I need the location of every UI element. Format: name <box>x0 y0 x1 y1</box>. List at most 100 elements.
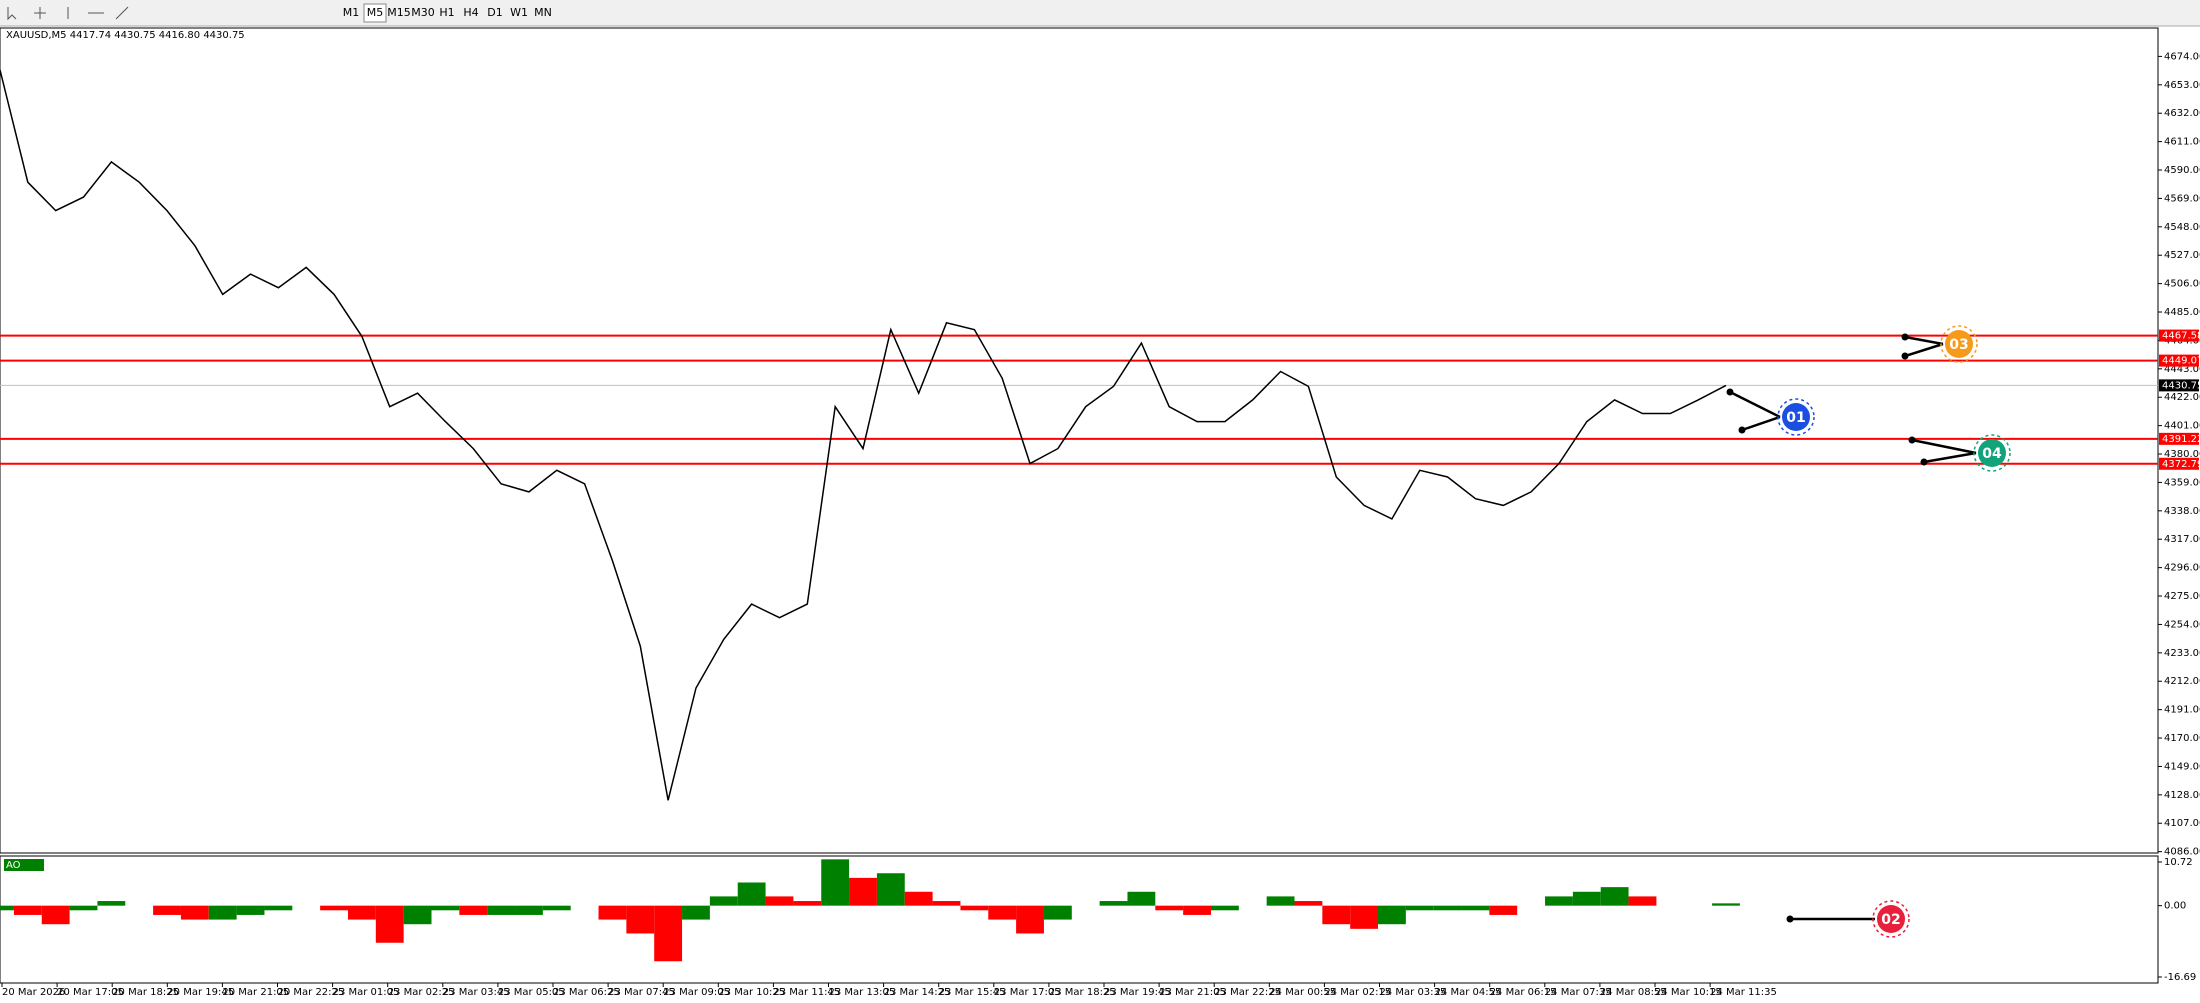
price-line <box>0 69 1727 801</box>
x-tick-label: 23 Mar 21:05 <box>1159 987 1226 998</box>
line-icons <box>67 6 129 20</box>
osc-bar <box>97 901 126 906</box>
x-tick-label: 23 Mar 17:05 <box>994 987 1061 998</box>
y-tick-label: 4275.00 <box>2164 591 2200 602</box>
marker <box>1945 330 1973 358</box>
y-tick-label: 4107.00 <box>2164 818 2200 829</box>
marker-label: 03 <box>1949 337 1968 353</box>
osc-bar <box>1183 905 1211 915</box>
osc-bar <box>1322 905 1351 925</box>
osc-bar <box>487 905 516 915</box>
y-tick-label: 4170.00 <box>2164 733 2200 744</box>
timeframe-button[interactable]: M1 <box>343 6 360 19</box>
osc-bar <box>1350 905 1379 929</box>
y-tick-label: 4254.00 <box>2164 619 2200 630</box>
x-tick-label: 23 Mar 22:25 <box>1214 987 1281 998</box>
osc-bar <box>13 905 42 915</box>
marker-ring <box>1973 434 2011 472</box>
timeframe-button[interactable]: M30 <box>411 6 435 19</box>
level-label: 4372.79 <box>2162 459 2200 470</box>
y-tick-label: 4359.00 <box>2164 477 2200 488</box>
osc-bar <box>1127 891 1156 906</box>
main-pane <box>0 27 2159 854</box>
y-tick-label: 4086.00 <box>2164 847 2200 858</box>
osc-bar <box>1572 891 1601 906</box>
osc-bar <box>876 873 905 906</box>
osc-bar <box>1461 905 1490 911</box>
marker <box>1877 905 1905 933</box>
x-tick-label: 23 Mar 10:25 <box>718 987 785 998</box>
osc-bar <box>264 905 293 911</box>
x-tick-label: 23 Mar 11:45 <box>773 987 840 998</box>
arrow-head <box>1920 458 1928 466</box>
x-tick-label: 23 Mar 14:25 <box>884 987 951 998</box>
x-tick-label: 23 Mar 03:45 <box>443 987 510 998</box>
arrow-head <box>1901 352 1909 360</box>
osc-bar <box>932 901 961 906</box>
y-tick-label: 4380.00 <box>2164 449 2200 460</box>
osc-bar <box>598 905 627 920</box>
osc-bar <box>542 905 571 911</box>
timeframe-active <box>363 3 387 23</box>
y-tick-label: 4128.00 <box>2164 790 2200 801</box>
arrow-head <box>1901 333 1909 341</box>
timeframe-button[interactable]: M5 <box>367 6 384 19</box>
timeframe-button[interactable]: W1 <box>510 6 528 19</box>
osc-bar <box>41 905 70 925</box>
marker <box>1782 403 1810 431</box>
osc-bar <box>1043 905 1072 920</box>
x-tick-label: 24 Mar 00:55 <box>1269 987 1336 998</box>
osc-y-tick-label: 0.00 <box>2164 901 2186 912</box>
osc-bar <box>682 905 710 920</box>
crosshair-icon <box>34 7 46 19</box>
y-tick-label: 4338.00 <box>2164 506 2200 517</box>
osc-bar <box>737 882 766 906</box>
x-tick-label: 24 Mar 02:15 <box>1324 987 1391 998</box>
osc-bar <box>904 891 933 906</box>
osc-bar <box>1294 901 1323 906</box>
osc-bar <box>515 905 543 915</box>
osc-bar <box>821 859 850 906</box>
osc-bar <box>375 905 404 943</box>
marker-label: 01 <box>1786 410 1805 426</box>
timeframe-button[interactable]: M15 <box>387 6 411 19</box>
osc-bar <box>1099 901 1128 906</box>
osc-bar <box>654 905 683 962</box>
x-tick-label: 24 Mar 08:55 <box>1600 987 1667 998</box>
timeframe-button[interactable]: MN <box>534 6 552 19</box>
x-tick-label: 23 Mar 05:05 <box>498 987 565 998</box>
marker-label: 02 <box>1881 912 1900 928</box>
osc-bar <box>1266 896 1295 906</box>
osc-bar <box>431 905 460 911</box>
current-price-label: 4430.75 <box>2162 380 2200 391</box>
x-tick-label: 20 Mar 18:25 <box>112 987 179 998</box>
level-label: 4467.58 <box>2162 331 2200 342</box>
osc-bar <box>1489 905 1518 915</box>
level-label: 4449.07 <box>2162 356 2200 367</box>
timeframe-button[interactable]: H1 <box>439 6 454 19</box>
osc-bar <box>988 905 1017 920</box>
level-box <box>2159 457 2199 470</box>
x-tick-label: 23 Mar 15:45 <box>939 987 1006 998</box>
x-tick-label: 23 Mar 06:25 <box>553 987 620 998</box>
y-tick-label: 4191.00 <box>2164 705 2200 716</box>
toolbar <box>0 0 2200 26</box>
osc-bar <box>1600 887 1629 906</box>
y-tick-label: 4653.00 <box>2164 80 2200 91</box>
x-tick-label: 23 Mar 18:25 <box>1049 987 1116 998</box>
marker-ring <box>1940 325 1978 363</box>
osc-bar <box>403 905 432 925</box>
marker-ring <box>1777 398 1815 436</box>
marker-arrow <box>1741 415 1781 432</box>
timeframe-button[interactable]: H4 <box>463 6 478 19</box>
y-tick-label: 4611.00 <box>2164 137 2200 148</box>
y-tick-label: 4548.00 <box>2164 222 2200 233</box>
timeframe-button[interactable]: D1 <box>487 6 502 19</box>
y-tick-label: 4443.00 <box>2164 364 2200 375</box>
osc-bar <box>0 905 14 911</box>
x-tick-label: 23 Mar 07:45 <box>608 987 675 998</box>
symbol-info: XAUUSD,M5 4417.74 4430.75 4416.80 4430.7… <box>6 30 245 41</box>
cursor-icon <box>7 7 17 21</box>
osc-bar <box>626 905 655 934</box>
